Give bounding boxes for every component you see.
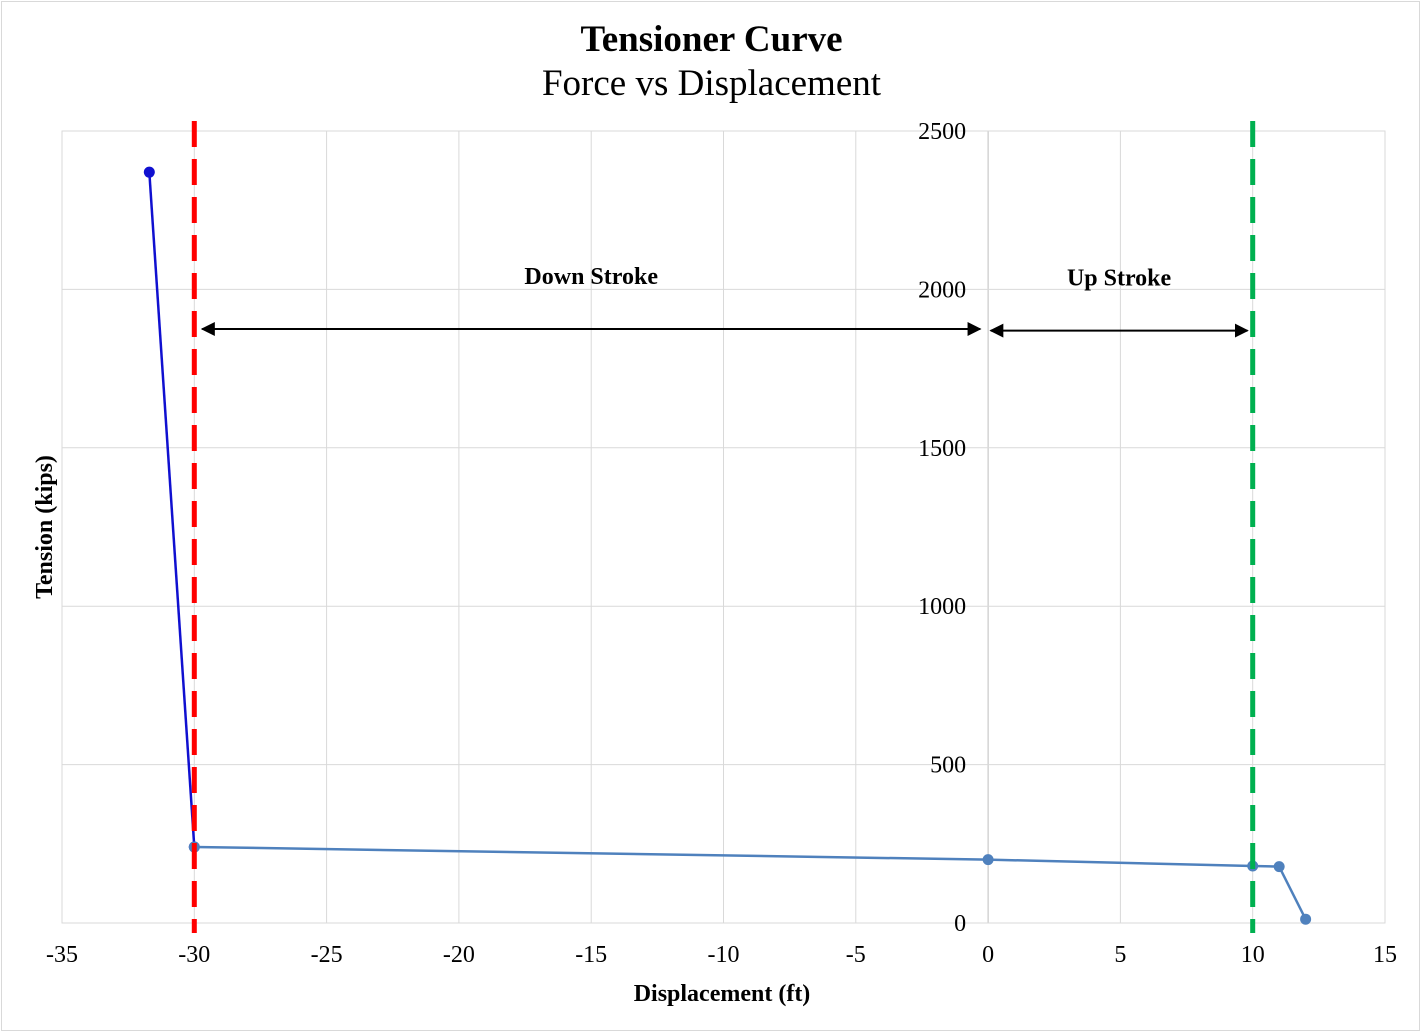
x-tick-label: -25	[311, 942, 343, 968]
x-tick-label: -10	[708, 942, 740, 968]
x-tick-label: -20	[443, 942, 475, 968]
y-tick-label: 2000	[918, 277, 966, 303]
y-tick-label: 2500	[918, 119, 966, 145]
series-line	[194, 845, 1307, 920]
x-tick-label: 0	[982, 942, 994, 968]
data-point	[982, 854, 994, 866]
y-tick-label: 500	[930, 753, 966, 779]
y-tick-label: 0	[954, 911, 966, 937]
data-point	[143, 166, 155, 178]
x-tick-label: -15	[575, 942, 607, 968]
data-point	[1273, 861, 1285, 873]
stroke-label: Up Stroke	[1067, 266, 1172, 292]
tick-labels: -35 -30 -25 -20 -15 -10 -5 0 5 10 15 0 500 1000 1500 20…	[46, 119, 1397, 968]
series-line	[148, 172, 196, 848]
x-tick-label: 5	[1114, 942, 1126, 968]
x-tick-label: 10	[1241, 942, 1265, 968]
chart-subtitle: Force vs Displacement	[541, 63, 882, 104]
x-tick-label: 15	[1373, 942, 1397, 968]
y-tick-label: 1500	[918, 436, 966, 462]
chart-title: Tensioner Curve	[580, 19, 843, 60]
grid	[61, 130, 1386, 924]
annotations: Down Stroke Up Stroke	[200, 264, 1249, 338]
x-axis-title: Displacement (ft)	[634, 981, 811, 1007]
y-axis-title: Tension (kips)	[32, 455, 58, 599]
data-point	[1300, 913, 1312, 925]
y-tick-label: 1000	[918, 594, 966, 620]
stroke-label: Down Stroke	[524, 264, 658, 290]
reference-lines	[191, 121, 1256, 933]
x-tick-label: -30	[178, 942, 210, 968]
x-tick-label: -5	[846, 942, 866, 968]
x-tick-label: -35	[46, 942, 78, 968]
